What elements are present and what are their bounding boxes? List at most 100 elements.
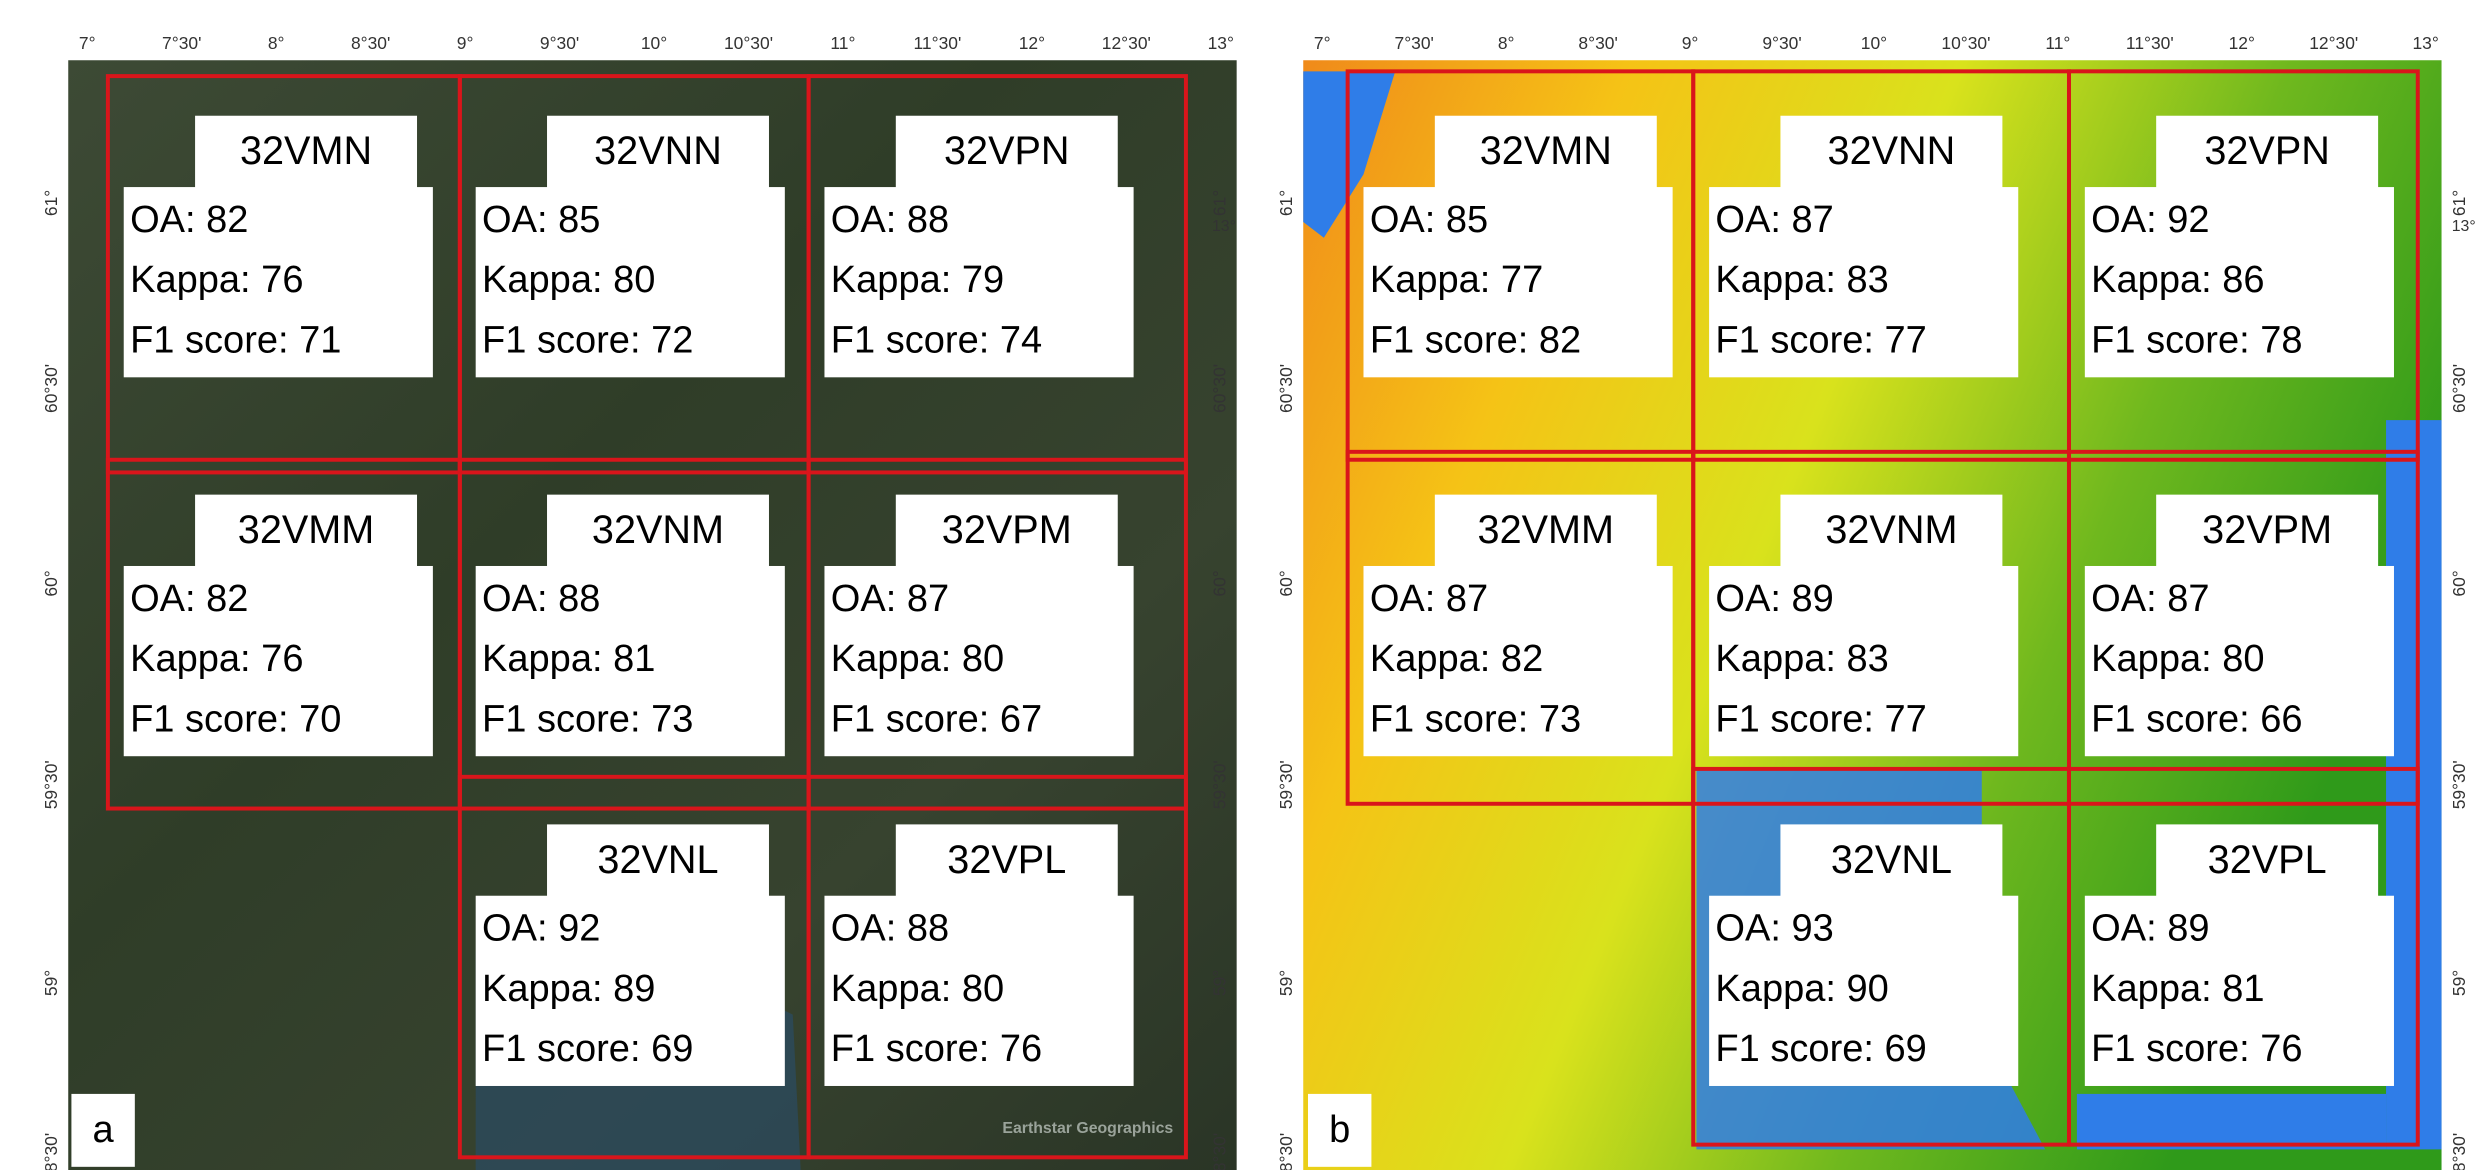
longitude-label: 13° <box>1208 33 1234 53</box>
tile-stat: Kappa: 81 <box>482 638 655 680</box>
latitude-label: 60°30' <box>2449 364 2469 413</box>
latitude-label: 59°30' <box>1209 760 1229 809</box>
tile-stat: Kappa: 81 <box>2091 968 2264 1010</box>
tile-name: 32VNL <box>597 838 718 882</box>
tile-stat: OA: 89 <box>1715 578 1833 620</box>
tile-stat: F1 score: 72 <box>482 319 693 361</box>
tile-stat: OA: 88 <box>831 908 949 950</box>
latitude-label: 60°30' <box>1276 364 1296 413</box>
tile-stat: Kappa: 83 <box>1715 259 1888 301</box>
longitude-label: 9°30' <box>1762 33 1801 53</box>
tile-stat: OA: 92 <box>2091 199 2209 241</box>
latitude-label: 60°30' <box>41 364 61 413</box>
tile-stat: OA: 85 <box>482 199 600 241</box>
longitude-label: 12°30' <box>2309 33 2358 53</box>
longitude-label: 10°30' <box>1941 33 1990 53</box>
tile-name: 32VNN <box>594 129 722 173</box>
tile-stat: F1 score: 82 <box>1370 319 1581 361</box>
panel-label: b <box>1329 1109 1350 1151</box>
tile-stat: F1 score: 76 <box>2091 1028 2302 1070</box>
latitude-label: 60° <box>41 570 61 596</box>
water <box>2386 420 2441 1149</box>
corner-label: 13° <box>1212 218 1236 235</box>
tile-stat: Kappa: 79 <box>831 259 1004 301</box>
tile-name: 32VPN <box>944 129 1070 173</box>
tile-name: 32VMN <box>240 129 372 173</box>
tile-name: 32VNM <box>592 508 724 552</box>
tile-stat: Kappa: 80 <box>2091 638 2264 680</box>
tile-stat: F1 score: 69 <box>482 1028 693 1070</box>
longitude-label: 8° <box>268 33 285 53</box>
latitude-label: 61° <box>1209 190 1229 216</box>
latitude-label: 58°30' <box>1209 1133 1229 1170</box>
longitude-label: 8°30' <box>1578 33 1617 53</box>
tile-name: 32VNM <box>1825 508 1957 552</box>
tile-stat: F1 score: 77 <box>1715 319 1926 361</box>
tile-stat: OA: 93 <box>1715 908 1833 950</box>
longitude-label: 8° <box>1498 33 1515 53</box>
tile-stat: F1 score: 66 <box>2091 698 2302 740</box>
tile-stat: Kappa: 80 <box>831 638 1004 680</box>
latitude-label: 60°30' <box>1209 364 1229 413</box>
tile-stat: OA: 87 <box>2091 578 2209 620</box>
tile-stat: OA: 88 <box>482 578 600 620</box>
longitude-label: 7° <box>79 33 96 53</box>
longitude-label: 10° <box>1861 33 1887 53</box>
latitude-label: 58°30' <box>2449 1133 2469 1170</box>
tile-stat: F1 score: 70 <box>130 698 341 740</box>
latitude-label: 59° <box>1276 970 1296 996</box>
longitude-label: 11° <box>830 33 855 53</box>
tile-name: 32VMN <box>1480 129 1612 173</box>
tile-stat: Kappa: 89 <box>482 968 655 1010</box>
latitude-label: 59° <box>2449 970 2469 996</box>
latitude-label: 59°30' <box>41 760 61 809</box>
latitude-label: 59° <box>41 970 61 996</box>
tile-stat: Kappa: 76 <box>130 259 303 301</box>
tile-stat: Kappa: 77 <box>1370 259 1543 301</box>
longitude-label: 10° <box>641 33 667 53</box>
tile-stat: F1 score: 78 <box>2091 319 2302 361</box>
longitude-label: 8°30' <box>351 33 390 53</box>
attribution: Earthstar Geographics <box>1002 1120 1173 1137</box>
tile-name: 32VPL <box>2208 838 2327 882</box>
tile-stat: Kappa: 82 <box>1370 638 1543 680</box>
panel-label: a <box>93 1109 115 1151</box>
longitude-label: 9°30' <box>540 33 579 53</box>
tile-stat: Kappa: 80 <box>482 259 655 301</box>
longitude-label: 11° <box>2045 33 2070 53</box>
longitude-label: 9° <box>457 33 474 53</box>
longitude-label: 12° <box>2229 33 2255 53</box>
latitude-label: 59°30' <box>2449 760 2469 809</box>
tile-stat: F1 score: 73 <box>1370 698 1581 740</box>
tile-stat: F1 score: 74 <box>831 319 1042 361</box>
tile-name: 32VPM <box>942 508 1072 552</box>
longitude-label: 7° <box>1314 33 1331 53</box>
longitude-label: 9° <box>1682 33 1699 53</box>
tile-stat: Kappa: 90 <box>1715 968 1888 1010</box>
tile-name: 32VPN <box>2204 129 2330 173</box>
tile-stat: OA: 92 <box>482 908 600 950</box>
longitude-label: 7°30' <box>1395 33 1434 53</box>
longitude-label: 13° <box>2413 33 2439 53</box>
tile-name: 32VMM <box>1478 508 1615 552</box>
figure: 7°7°30'8°8°30'9°9°30'10°10°30'11°11°30'1… <box>0 0 2486 1170</box>
tile-name: 32VMM <box>238 508 375 552</box>
latitude-label: 61° <box>2449 190 2469 216</box>
tile-stat: OA: 82 <box>130 199 248 241</box>
tile-stat: OA: 87 <box>1370 578 1488 620</box>
tile-stat: OA: 85 <box>1370 199 1488 241</box>
longitude-label: 10°30' <box>724 33 773 53</box>
page: {"panels": [ {"label": "a", "attribution… <box>0 0 2486 1170</box>
tile-name: 32VNL <box>1831 838 1952 882</box>
latitude-label: 59° <box>1209 970 1229 996</box>
tile-stat: F1 score: 73 <box>482 698 693 740</box>
latitude-label: 58°30' <box>1276 1133 1296 1170</box>
latitude-label: 61° <box>41 190 61 216</box>
latitude-label: 59°30' <box>1276 760 1296 809</box>
longitude-label: 12°30' <box>1102 33 1151 53</box>
latitude-label: 61° <box>1276 190 1296 216</box>
tile-name: 32VPM <box>2202 508 2332 552</box>
tile-stat: Kappa: 80 <box>831 968 1004 1010</box>
tile-stat: OA: 88 <box>831 199 949 241</box>
tile-name: 32VNN <box>1828 129 1956 173</box>
